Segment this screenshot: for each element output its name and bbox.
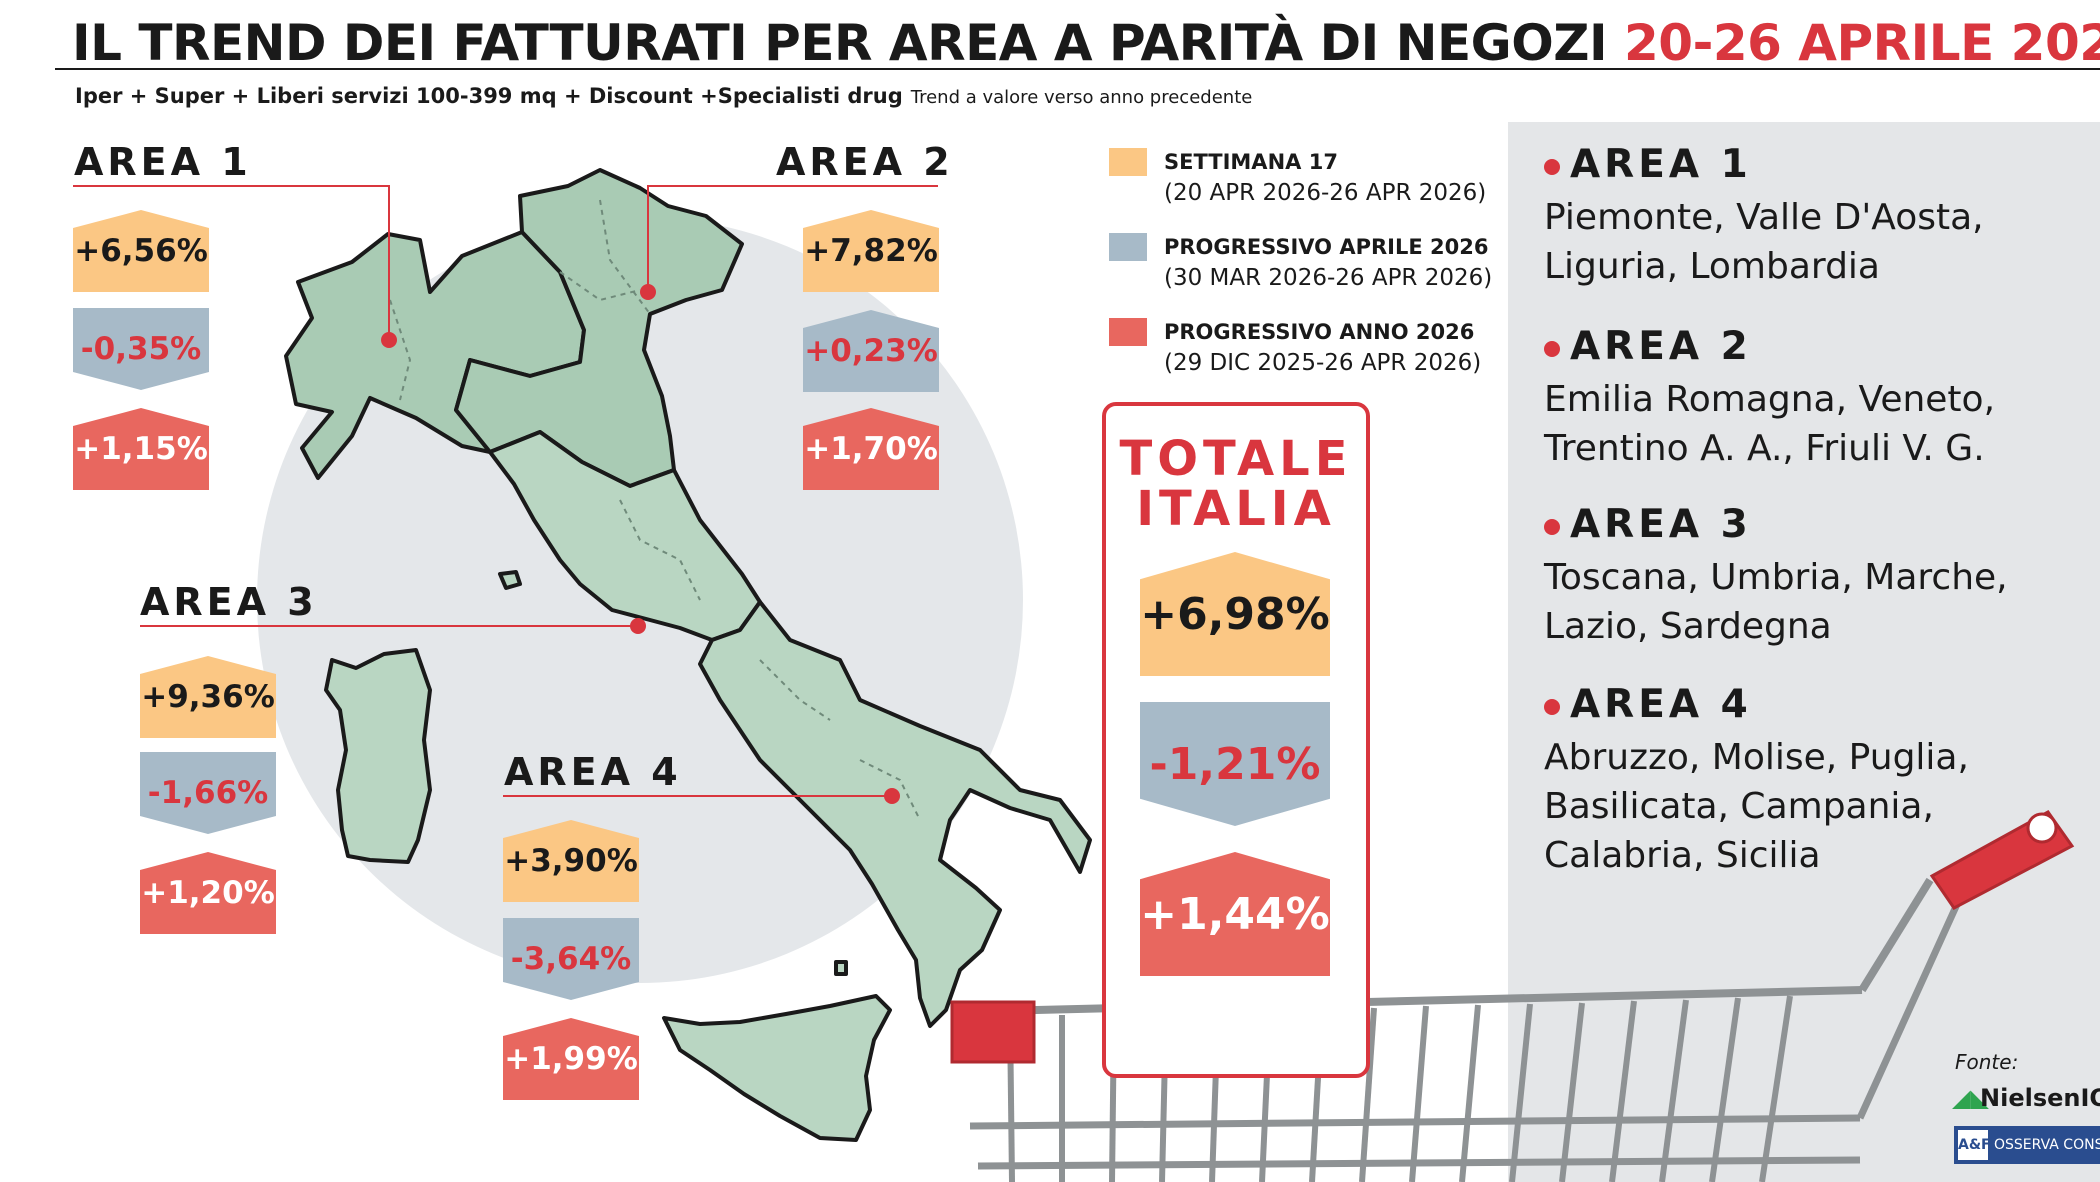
legend-swatch-aprile <box>1109 233 1147 261</box>
area-1-label: AREA 1 <box>74 140 252 184</box>
area-4-anno-badge: +1,99% <box>503 1018 639 1100</box>
bullet-dot <box>1544 518 1560 535</box>
legend-aprile-label: PROGRESSIVO APRILE 2026 <box>1164 235 1489 259</box>
bullet-dot <box>1544 698 1560 715</box>
subtitle-channels: Iper + Super + Liberi servizi 100-399 mq… <box>75 84 903 108</box>
regions-area-4-line1: Abruzzo, Molise, Puglia, <box>1544 737 1969 778</box>
regions-area-3: AREA 3 Toscana, Umbria, Marche, Lazio, S… <box>1544 502 2008 651</box>
bullet-dot <box>1544 340 1560 357</box>
subtitle-note: Trend a valore verso anno precedente <box>910 87 1253 108</box>
area-4-label: AREA 4 <box>504 750 682 794</box>
regions-area-3-line1: Toscana, Umbria, Marche, <box>1544 557 2008 598</box>
totale-settimana-badge: +6,98% <box>1140 552 1330 676</box>
legend-aprile: PROGRESSIVO APRILE 2026 (30 MAR 2026-26 … <box>1164 235 1492 291</box>
title-main: IL TREND DEI FATTURATI PER AREA A PARITÀ… <box>72 14 1608 72</box>
osserva-mark-icon: A&F <box>1958 1130 1991 1160</box>
regions-panel <box>1508 122 2100 1182</box>
regions-area-2-heading: AREA 2 <box>1570 324 1752 369</box>
legend-swatch-anno <box>1109 318 1147 346</box>
map-internal-borders <box>389 199 921 821</box>
regions-area-2: AREA 2 Emilia Romagna, Veneto, Trentino … <box>1544 324 1995 473</box>
regions-area-4-heading: AREA 4 <box>1570 682 1752 727</box>
area-4-settimana-badge: +3,90% <box>503 820 639 902</box>
totale-title-line2: ITALIA <box>1136 481 1336 537</box>
italy-map-regions <box>284 168 1092 1142</box>
regions-area-3-heading: AREA 3 <box>1570 502 1752 547</box>
osserva-logo-text: OSSERVA CONSUMI <box>1994 1137 2100 1153</box>
regions-area-1: AREA 1 Piemonte, Valle D'Aosta, Liguria,… <box>1544 142 1984 291</box>
regions-area-2-line1: Emilia Romagna, Veneto, <box>1544 379 1996 420</box>
area-3-settimana-badge: +9,36% <box>140 656 276 738</box>
regions-area-3-line2: Lazio, Sardegna <box>1544 606 1832 647</box>
map-leader-lines <box>73 185 938 804</box>
area-1-anno-badge: +1,15% <box>73 408 209 490</box>
regions-area-4-line2: Basilicata, Campania, <box>1544 786 1934 827</box>
legend-swatch-settimana <box>1109 148 1147 176</box>
totale-title-line1: TOTALE <box>1119 431 1353 487</box>
legend-settimana-period: (20 APR 2026-26 APR 2026) <box>1164 180 1487 206</box>
title-divider <box>55 68 2100 70</box>
shopping-cart-icon <box>950 810 2075 1182</box>
area-3-label: AREA 3 <box>140 580 318 624</box>
nielsen-logo-text: NielsenIQ <box>1980 1084 2100 1112</box>
title-date: 20-26 APRILE 2026 <box>1623 14 2100 72</box>
area-2-aprile-badge: +0,23% <box>803 310 939 392</box>
map-area-2 <box>454 168 744 488</box>
totale-anno-badge: +1,44% <box>1140 852 1330 976</box>
regions-area-1-line2: Liguria, Lombardia <box>1544 246 1880 287</box>
nielsen-logo: ◢◣NielsenIQ <box>1952 1084 2100 1112</box>
legend-anno: PROGRESSIVO ANNO 2026 (29 DIC 2025-26 AP… <box>1164 320 1481 376</box>
map-elba <box>498 570 522 590</box>
area-1-settimana-badge: +6,56% <box>73 210 209 292</box>
legend-anno-period: (29 DIC 2025-26 APR 2026) <box>1164 350 1482 376</box>
totale-aprile-badge: -1,21% <box>1140 702 1330 826</box>
totale-italia-title: TOTALE ITALIA <box>1106 434 1366 534</box>
source-label: Fonte: <box>1955 1050 2019 1074</box>
map-sardinia <box>324 648 432 864</box>
area-1-aprile-badge: -0,35% <box>73 308 209 390</box>
regions-area-4: AREA 4 Abruzzo, Molise, Puglia, Basilica… <box>1544 682 1969 880</box>
nielsen-mark-icon: ◢◣ <box>1952 1084 1989 1112</box>
subtitle: Iper + Super + Liberi servizi 100-399 mq… <box>75 84 1252 108</box>
legend-aprile-period: (30 MAR 2026-26 APR 2026) <box>1164 265 1493 291</box>
bullet-dot <box>1544 158 1560 175</box>
area-3-aprile-badge: -1,66% <box>140 752 276 834</box>
map-area-4 <box>698 600 1092 1028</box>
page-title: IL TREND DEI FATTURATI PER AREA A PARITÀ… <box>72 14 2100 72</box>
area-2-label: AREA 2 <box>776 140 954 184</box>
map-islet <box>834 960 848 976</box>
regions-area-1-heading: AREA 1 <box>1570 142 1752 187</box>
area-3-anno-badge: +1,20% <box>140 852 276 934</box>
area-2-settimana-badge: +7,82% <box>803 210 939 292</box>
regions-area-1-line1: Piemonte, Valle D'Aosta, <box>1544 197 1984 238</box>
legend-settimana-label: SETTIMANA 17 <box>1164 150 1338 174</box>
area-4-aprile-badge: -3,64% <box>503 918 639 1000</box>
legend-anno-label: PROGRESSIVO ANNO 2026 <box>1164 320 1475 344</box>
regions-area-4-line3: Calabria, Sicilia <box>1544 835 1821 876</box>
area-2-anno-badge: +1,70% <box>803 408 939 490</box>
legend-settimana: SETTIMANA 17 (20 APR 2026-26 APR 2026) <box>1164 150 1486 206</box>
regions-area-2-line2: Trentino A. A., Friuli V. G. <box>1544 428 1985 469</box>
map-sicily <box>662 994 892 1142</box>
